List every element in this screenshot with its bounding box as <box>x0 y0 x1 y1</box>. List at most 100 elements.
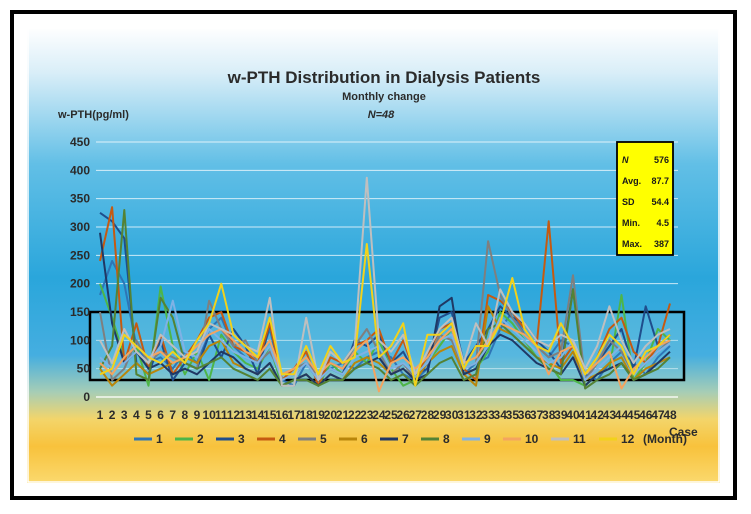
x-tick-label: 45 <box>627 408 641 422</box>
x-tick-label: 14 <box>251 408 265 422</box>
y-tick-label: 100 <box>70 333 90 347</box>
x-tick-label: 22 <box>348 408 362 422</box>
y-tick-label: 250 <box>70 248 90 262</box>
x-tick-label: 33 <box>481 408 495 422</box>
x-tick-label: 28 <box>421 408 435 422</box>
sample-size-label: N=48 <box>368 109 395 121</box>
y-tick-label: 0 <box>83 390 90 404</box>
x-tick-label: 12 <box>227 408 241 422</box>
chart-frame: 0 50 100 150 200 250 300 350 400 450 1 2 3 4 5 6 7 8 9 10 1… <box>10 10 737 500</box>
x-tick-label: 6 <box>157 408 164 422</box>
x-tick-label: 5 <box>145 408 152 422</box>
x-tick-label: 8 <box>182 408 189 422</box>
chart-subtitle: Monthly change <box>342 91 426 103</box>
legend-label: 6 <box>361 432 368 446</box>
x-tick-label: 18 <box>299 408 313 422</box>
legend: 1 2 3 4 5 6 7 8 9 10 11 12 (Month) <box>134 432 687 446</box>
legend-label: 7 <box>402 432 409 446</box>
x-tick-label: 13 <box>239 408 253 422</box>
x-tick-label: 10 <box>202 408 216 422</box>
series-line-7 <box>99 232 671 387</box>
x-tick-label: 43 <box>603 408 617 422</box>
x-tick-label: 27 <box>409 408 423 422</box>
y-tick-label: 50 <box>77 362 91 376</box>
series-line-12 <box>99 243 671 387</box>
x-tick-label: 11 <box>215 408 228 422</box>
y-tick-label: 200 <box>70 277 90 291</box>
y-axis-ticks: 0 50 100 150 200 250 300 350 400 450 <box>70 135 90 404</box>
chart-title: w-PTH Distribution in Dialysis Patients <box>227 68 541 87</box>
legend-label: 3 <box>238 432 245 446</box>
x-tick-label: 17 <box>287 408 301 422</box>
x-tick-label: 23 <box>360 408 374 422</box>
x-tick-label: 47 <box>651 408 665 422</box>
stats-box-background <box>616 141 674 256</box>
series-line-8 <box>99 209 671 390</box>
stats-value: 87.7 <box>651 176 669 186</box>
x-tick-label: 25 <box>384 408 398 422</box>
stats-value: 387 <box>654 239 669 249</box>
x-tick-label: 35 <box>506 408 520 422</box>
legend-label: 12 <box>621 432 635 446</box>
y-tick-label: 450 <box>70 135 90 149</box>
x-tick-label: 19 <box>312 408 326 422</box>
series-line-6 <box>99 305 671 387</box>
stats-label: SD <box>622 197 635 207</box>
series-lines <box>99 176 671 393</box>
x-tick-label: 39 <box>554 408 568 422</box>
x-tick-label: 41 <box>578 408 592 422</box>
stats-value: 576 <box>654 155 669 165</box>
x-tick-label: 46 <box>639 408 653 422</box>
x-tick-label: 20 <box>324 408 338 422</box>
stats-box: N 576 Avg. 87.7 SD 54.4 Min. 4.5 Max. 387 <box>616 141 674 256</box>
x-tick-label: 40 <box>566 408 580 422</box>
x-axis-ticks: 1 2 3 4 5 6 7 8 9 10 11 121314151617181920212223242… <box>97 408 677 422</box>
legend-label: 1 <box>156 432 163 446</box>
legend-label: 5 <box>320 432 327 446</box>
plot-inner-border <box>27 27 720 483</box>
x-tick-label: 4 <box>133 408 140 422</box>
stats-value: 54.4 <box>651 197 669 207</box>
x-tick-label: 7 <box>169 408 176 422</box>
legend-label: 11 <box>573 432 586 446</box>
x-tick-label: 48 <box>663 408 677 422</box>
y-tick-label: 300 <box>70 220 90 234</box>
x-tick-label: 16 <box>275 408 289 422</box>
legend-label: 10 <box>525 432 539 446</box>
x-tick-label: 15 <box>263 408 277 422</box>
stats-label: Avg. <box>622 176 641 186</box>
x-tick-label: 38 <box>542 408 556 422</box>
x-tick-label: 36 <box>518 408 532 422</box>
stats-label: Max. <box>622 239 642 249</box>
legend-label: 9 <box>484 432 491 446</box>
legend-unit-label: (Month) <box>643 432 687 446</box>
x-tick-label: 1 <box>97 408 104 422</box>
stats-value: 4.5 <box>656 218 669 228</box>
y-tick-label: 350 <box>70 192 90 206</box>
x-tick-label: 31 <box>457 408 471 422</box>
x-tick-label: 21 <box>336 408 350 422</box>
x-tick-label: 32 <box>469 408 483 422</box>
y-tick-label: 400 <box>70 163 90 177</box>
x-tick-label: 2 <box>109 408 116 422</box>
y-tick-label: 150 <box>70 305 90 319</box>
x-tick-label: 34 <box>494 408 508 422</box>
legend-label: 8 <box>443 432 450 446</box>
x-axis-title: Case <box>669 425 698 439</box>
x-tick-label: 37 <box>530 408 544 422</box>
stats-label: N <box>622 155 629 165</box>
x-tick-label: 44 <box>615 408 629 422</box>
x-tick-label: 3 <box>121 408 128 422</box>
x-tick-label: 30 <box>445 408 459 422</box>
x-tick-label: 24 <box>372 408 386 422</box>
legend-label: 2 <box>197 432 204 446</box>
x-tick-label: 42 <box>591 408 605 422</box>
x-tick-label: 9 <box>194 408 201 422</box>
stats-label: Min. <box>622 218 640 228</box>
x-tick-label: 26 <box>397 408 411 422</box>
series-line-11 <box>99 176 671 387</box>
legend-label: 4 <box>279 432 286 446</box>
x-tick-label: 29 <box>433 408 447 422</box>
y-axis-title: w-PTH(pg/ml) <box>57 109 129 121</box>
